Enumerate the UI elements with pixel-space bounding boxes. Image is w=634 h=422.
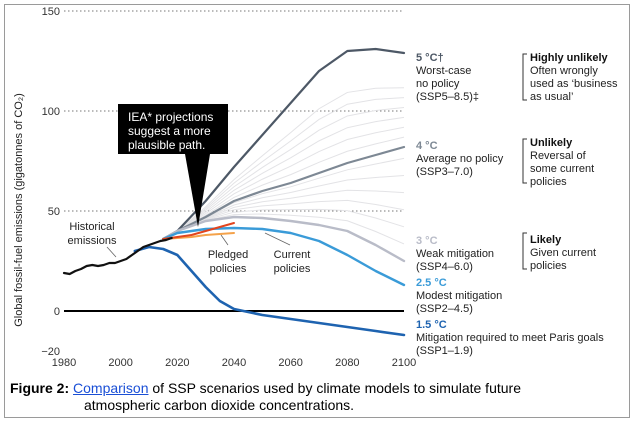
figure-frame [4,4,630,418]
ssp4-temp: 3 °C [416,235,438,247]
x-tick-label: 1980 [52,357,76,369]
series-line-ssp1-1-9 [133,245,406,337]
ssp3-line-2: (SSP3–7.0) [416,166,473,178]
ensemble-line [162,107,405,240]
unlikely-title: Unlikely [530,137,573,149]
emissions-chart: 150 100 50 0 −20 1980 2000 2020 2040 2060 2080 210… [13,6,618,369]
ssp3-temp: 4 °C [416,140,438,152]
figure-caption: Figure 2: Comparison of SSP scenarios us… [10,380,620,414]
series-lines [62,47,406,337]
series-line-historical-emissions [62,236,173,276]
x-tick-labels: 1980 2000 2020 2040 2060 2080 2100 [52,357,416,369]
ssp2-line-2: (SSP2–4.5) [416,303,473,315]
y-axis-label: Global fossil-fuel emissions (gigatonnes… [13,93,25,327]
iea-callout-box [118,104,228,154]
highly-unlikely-bracket [522,53,527,101]
pledged-label-2: policies [210,263,247,275]
historical-label-2: emissions [68,235,117,247]
iea-callout-line-2: suggest a more [128,124,211,138]
current-label-1: Current [274,249,311,261]
likely-title: Likely [530,234,562,246]
likely-bracket [522,232,527,270]
ssp1-line-1: Mitigation required to meet Paris goals [416,332,604,344]
highly-unlikely-title: Highly unlikely [530,52,609,64]
pledged-label-1: Pledged [208,249,248,261]
ssp1-line-2: (SSP1–1.9) [416,345,473,357]
series-line-ssp2-4-5 [161,226,406,287]
ensemble-line [162,116,405,240]
series-line-ssp3-7-0 [162,145,406,241]
x-tick-label: 2040 [222,357,246,369]
iea-callout-line-1: IEA* projections [128,110,213,124]
y-tick-label: 50 [48,206,60,218]
ssp5-temp: 5 °C† [416,52,444,64]
y-tick-label: 0 [54,306,60,318]
ssp5-line-3: (SSP5–8.5)‡ [416,91,479,103]
highly-unlikely-line-1: Often wrongly [530,65,598,77]
y-tick-label: −20 [41,346,60,358]
x-tick-label: 2000 [108,357,132,369]
ssp1-temp: 1.5 °C [416,319,447,331]
ssp5-line-1: Worst-case [416,65,471,77]
ensemble-line [162,97,405,240]
ssp4-line-2: (SSP4–6.0) [416,261,473,273]
x-tick-label: 2100 [392,357,416,369]
iea-callout-pointer [185,154,210,227]
unlikely-line-2: some current [530,163,594,175]
historical-label-1: Historical [69,221,114,233]
series-line-pledged-policies [162,222,235,240]
caption-line-1-rest: of SSP scenarios used by climate models … [148,380,521,396]
unlikely-line-1: Reversal of [530,150,587,162]
ssp2-temp: 2.5 °C [416,277,447,289]
ensemble-line [162,126,405,240]
ssp3-line-1: Average no policy [416,153,504,165]
historical-pointer [106,246,117,258]
x-tick-label: 2020 [165,357,189,369]
figure-number: Figure 2: [10,380,70,396]
current-pointer [264,232,291,246]
likely-line-2: policies [530,260,567,272]
highly-unlikely-line-2: used as ‘business [530,78,618,90]
pledged-pointer [220,234,229,246]
x-tick-label: 2080 [335,357,359,369]
unlikely-bracket [522,138,527,184]
iea-callout-line-3: plausible path. [128,138,205,152]
series-line-ssp5-8-5 [162,47,406,241]
ensemble-line [162,87,405,240]
likely-line-1: Given current [530,247,596,259]
ssp5-line-2: no policy [416,78,460,90]
y-tick-labels: 150 100 50 0 −20 [41,6,60,358]
unlikely-line-3: policies [530,176,567,188]
current-label-2: policies [274,263,311,275]
y-tick-label: 100 [42,106,60,118]
x-tick-label: 2060 [278,357,302,369]
series-line-ssp4-6-0 [161,215,406,263]
grid-lines [64,10,404,212]
comparison-link[interactable]: Comparison [73,380,149,396]
ssp2-line-1: Modest mitigation [416,290,502,302]
y-tick-label: 150 [42,6,60,18]
ssp4-line-1: Weak mitigation [416,248,494,260]
highly-unlikely-line-3: as usual’ [530,91,573,103]
caption-line-2: atmospheric carbon dioxide concentration… [84,397,355,413]
